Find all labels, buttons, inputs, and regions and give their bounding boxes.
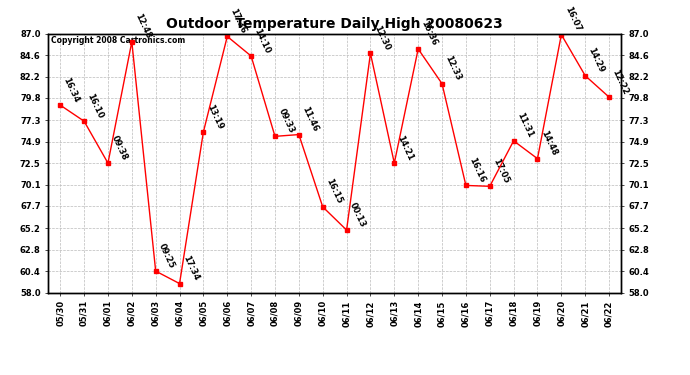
Text: 14:10: 14:10 bbox=[253, 27, 272, 55]
Title: Outdoor Temperature Daily High 20080623: Outdoor Temperature Daily High 20080623 bbox=[166, 17, 503, 31]
Text: 11:31: 11:31 bbox=[515, 111, 535, 140]
Text: 09:25: 09:25 bbox=[157, 242, 177, 270]
Text: Copyright 2008 Cartronics.com: Copyright 2008 Cartronics.com bbox=[51, 36, 186, 45]
Text: 11:46: 11:46 bbox=[300, 105, 319, 133]
Text: 12:22: 12:22 bbox=[611, 68, 630, 96]
Text: 12:33: 12:33 bbox=[444, 54, 463, 82]
Text: 12:30: 12:30 bbox=[372, 24, 391, 52]
Text: 17:36: 17:36 bbox=[228, 7, 248, 35]
Text: 17:34: 17:34 bbox=[181, 254, 200, 282]
Text: 17:05: 17:05 bbox=[491, 157, 511, 185]
Text: 16:07: 16:07 bbox=[563, 5, 582, 33]
Text: 09:33: 09:33 bbox=[277, 107, 296, 135]
Text: 16:34: 16:34 bbox=[61, 76, 81, 104]
Text: 15:36: 15:36 bbox=[420, 20, 439, 48]
Text: 14:29: 14:29 bbox=[586, 46, 606, 74]
Text: 13:19: 13:19 bbox=[205, 103, 224, 130]
Text: 00:13: 00:13 bbox=[348, 201, 367, 229]
Text: 09:38: 09:38 bbox=[109, 134, 128, 162]
Text: 12:48: 12:48 bbox=[133, 12, 152, 40]
Text: 14:21: 14:21 bbox=[395, 134, 415, 162]
Text: 16:16: 16:16 bbox=[467, 156, 487, 184]
Text: 16:10: 16:10 bbox=[86, 92, 105, 120]
Text: 16:15: 16:15 bbox=[324, 177, 344, 206]
Text: 14:48: 14:48 bbox=[539, 129, 558, 157]
